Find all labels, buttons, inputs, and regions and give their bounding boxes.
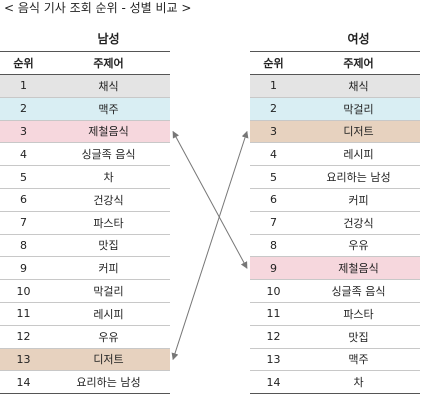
table-row: 10 막걸리 bbox=[0, 279, 170, 303]
table-row: 3 제철음식 bbox=[0, 120, 170, 144]
table-row: 2 막걸리 bbox=[250, 97, 420, 121]
rank-cell: 13 bbox=[250, 348, 297, 372]
female-heading: 여성 bbox=[347, 32, 370, 46]
table-row: 12 맛집 bbox=[250, 325, 420, 349]
table-row: 14 요리하는 남성 bbox=[0, 370, 170, 395]
rank-cell: 6 bbox=[0, 188, 47, 212]
rank-cell: 8 bbox=[0, 234, 47, 258]
topic-column-header: 주제어 bbox=[297, 51, 420, 75]
table-row: 5 요리하는 남성 bbox=[250, 165, 420, 189]
topic-cell: 디저트 bbox=[47, 348, 170, 372]
topic-cell: 레시피 bbox=[297, 142, 420, 167]
table-row: 6 커피 bbox=[250, 188, 420, 212]
rank-cell: 12 bbox=[0, 325, 47, 349]
topic-cell: 채식 bbox=[47, 74, 170, 98]
table-row: 4 레시피 bbox=[250, 142, 420, 167]
rank-cell: 5 bbox=[0, 165, 47, 189]
male-ranking-table: 순위 주제어 1 채식 2 맥주 3 제철음식 4 싱글족 음식 5 차 6 건강식 7 파스타 8 맛집 9 커… bbox=[0, 51, 170, 395]
rank-cell: 9 bbox=[250, 256, 297, 281]
table-row: 11 레시피 bbox=[0, 302, 170, 326]
topic-cell: 요리하는 남성 bbox=[297, 165, 420, 189]
table-row: 11 파스타 bbox=[250, 302, 420, 326]
rank-cell: 11 bbox=[0, 302, 47, 326]
female-ranking-table: 순위 주제어 1 채식 2 막걸리 3 디저트 4 레시피 5 요리하는 남성 6 커피 7 건강식 8 우유… bbox=[250, 51, 420, 395]
rank-cell: 7 bbox=[0, 211, 47, 235]
table-row: 2 맥주 bbox=[0, 97, 170, 121]
topic-cell: 싱글족 음식 bbox=[47, 142, 170, 167]
rank-change-arrow bbox=[172, 130, 248, 269]
topic-cell: 맥주 bbox=[297, 348, 420, 372]
topic-cell: 건강식 bbox=[297, 211, 420, 235]
topic-cell: 커피 bbox=[47, 256, 170, 281]
rank-cell: 14 bbox=[250, 370, 297, 395]
table-row: 13 맥주 bbox=[250, 348, 420, 372]
topic-cell: 제철음식 bbox=[47, 120, 170, 144]
topic-cell: 우유 bbox=[297, 234, 420, 258]
rank-cell: 5 bbox=[250, 165, 297, 189]
topic-cell: 건강식 bbox=[47, 188, 170, 212]
topic-cell: 막걸리 bbox=[297, 97, 420, 121]
header-row: 순위 주제어 bbox=[250, 51, 420, 75]
topic-cell: 채식 bbox=[297, 74, 420, 98]
rank-cell: 13 bbox=[0, 348, 47, 372]
table-row: 6 건강식 bbox=[0, 188, 170, 212]
table-row: 4 싱글족 음식 bbox=[0, 142, 170, 167]
topic-cell: 맛집 bbox=[297, 325, 420, 349]
topic-cell: 파스타 bbox=[297, 302, 420, 326]
table-row: 12 우유 bbox=[0, 325, 170, 349]
topic-cell: 파스타 bbox=[47, 211, 170, 235]
male-heading: 남성 bbox=[97, 32, 120, 46]
rank-cell: 8 bbox=[250, 234, 297, 258]
rank-cell: 3 bbox=[0, 120, 47, 144]
rank-cell: 6 bbox=[250, 188, 297, 212]
topic-cell: 레시피 bbox=[47, 302, 170, 326]
topic-cell: 맛집 bbox=[47, 234, 170, 258]
rank-cell: 9 bbox=[0, 256, 47, 281]
table-row: 8 우유 bbox=[250, 234, 420, 258]
table-row: 7 건강식 bbox=[250, 211, 420, 235]
rank-cell: 2 bbox=[0, 97, 47, 121]
rank-cell: 14 bbox=[0, 370, 47, 395]
table-row: 1 채식 bbox=[250, 74, 420, 98]
topic-cell: 요리하는 남성 bbox=[47, 370, 170, 395]
rank-cell: 7 bbox=[250, 211, 297, 235]
topic-cell: 맥주 bbox=[47, 97, 170, 121]
rank-cell: 1 bbox=[250, 74, 297, 98]
table-row: 13 디저트 bbox=[0, 348, 170, 372]
rank-cell: 10 bbox=[250, 279, 297, 303]
topic-cell: 제철음식 bbox=[297, 256, 420, 281]
rank-cell: 11 bbox=[250, 302, 297, 326]
table-row: 8 맛집 bbox=[0, 234, 170, 258]
rank-change-arrow bbox=[171, 130, 249, 361]
table-row: 9 커피 bbox=[0, 256, 170, 281]
topic-cell: 커피 bbox=[297, 188, 420, 212]
table-row: 3 디저트 bbox=[250, 120, 420, 144]
topic-cell: 싱글족 음식 bbox=[297, 279, 420, 303]
topic-cell: 차 bbox=[297, 370, 420, 395]
header-row: 순위 주제어 bbox=[0, 51, 170, 75]
table-row: 7 파스타 bbox=[0, 211, 170, 235]
topic-column-header: 주제어 bbox=[47, 51, 170, 75]
rank-cell: 3 bbox=[250, 120, 297, 144]
table-row: 9 제철음식 bbox=[250, 256, 420, 281]
table-row: 1 채식 bbox=[0, 74, 170, 98]
topic-cell: 우유 bbox=[47, 325, 170, 349]
topic-cell: 디저트 bbox=[297, 120, 420, 144]
rank-cell: 4 bbox=[0, 142, 47, 167]
table-row: 10 싱글족 음식 bbox=[250, 279, 420, 303]
rank-column-header: 순위 bbox=[250, 51, 297, 75]
rank-cell: 1 bbox=[0, 74, 47, 98]
rank-cell: 2 bbox=[250, 97, 297, 121]
rank-cell: 4 bbox=[250, 142, 297, 167]
rank-column-header: 순위 bbox=[0, 51, 47, 75]
page-title: < 음식 기사 조회 순위 - 성별 비교 > bbox=[4, 1, 192, 15]
topic-cell: 차 bbox=[47, 165, 170, 189]
rank-cell: 12 bbox=[250, 325, 297, 349]
topic-cell: 막걸리 bbox=[47, 279, 170, 303]
table-row: 14 차 bbox=[250, 370, 420, 395]
rank-cell: 10 bbox=[0, 279, 47, 303]
